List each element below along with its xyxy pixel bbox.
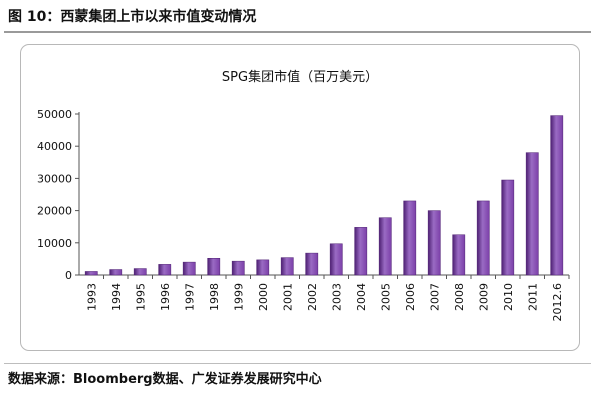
- x-tick-label: 2001: [281, 283, 294, 311]
- x-tick-label: 2012.6: [551, 283, 564, 322]
- x-tick-label: 1993: [85, 283, 98, 311]
- bar-1995: [133, 268, 147, 276]
- x-tick-label: 2002: [306, 283, 319, 311]
- bar-2003: [329, 243, 343, 276]
- bar-2011: [525, 152, 539, 276]
- x-tick-label: 1998: [208, 283, 221, 311]
- y-tick-label: 10000: [37, 237, 72, 250]
- bar-chart: SPG集团市值（百万美元） 0 10000 20000 30000 40000 50000 1…: [37, 69, 570, 322]
- figure-header: 图 10：西蒙集团上市以来市值变动情况: [4, 3, 589, 33]
- source-note: 数据来源：Bloomberg数据、广发证券发展研究中心: [8, 372, 322, 387]
- x-tick-label: 2005: [379, 283, 392, 311]
- chart-frame: SPG集团市值（百万美元） 0 10000 20000 30000 40000 50000 1…: [20, 44, 580, 351]
- bar-1998: [207, 258, 221, 276]
- bar-1997: [182, 261, 196, 276]
- y-tick-label: 50000: [37, 108, 72, 121]
- bar-2002: [305, 252, 319, 276]
- bar-2009: [476, 200, 490, 276]
- bar-1999: [231, 260, 245, 276]
- x-tick-label: 2010: [502, 283, 515, 311]
- y-tick-label: 0: [65, 269, 72, 282]
- bar-2005: [378, 217, 392, 276]
- x-tick-label: 1994: [110, 283, 123, 311]
- x-tick-label: 2003: [330, 283, 343, 311]
- y-tick-label: 20000: [37, 205, 72, 218]
- chart-title: SPG集团市值（百万美元）: [222, 69, 378, 85]
- y-tick-label: 30000: [37, 172, 72, 185]
- bar-2012.6: [550, 115, 564, 276]
- bar-2007: [427, 210, 441, 276]
- y-tick-label: 40000: [37, 140, 72, 153]
- bar-2001: [280, 257, 294, 276]
- bar-1996: [158, 264, 172, 276]
- header-divider: [4, 31, 591, 33]
- x-tick-label: 1999: [232, 283, 245, 311]
- bar-2000: [256, 259, 270, 276]
- figure-title: 图 10：西蒙集团上市以来市值变动情况: [8, 9, 257, 25]
- footer-divider: [4, 363, 591, 364]
- bar-1993: [84, 271, 98, 276]
- x-tick-label: 1997: [183, 283, 196, 311]
- bar-2008: [452, 234, 466, 276]
- x-tick-label: 2011: [526, 283, 539, 311]
- x-tick-label: 2008: [453, 283, 466, 311]
- x-tick-label: 2000: [257, 283, 270, 311]
- bar-2010: [501, 179, 515, 276]
- bar-1994: [109, 269, 123, 276]
- x-tick-label: 1996: [159, 283, 172, 311]
- x-tick-label: 2004: [355, 283, 368, 311]
- x-tick-label: 2007: [428, 283, 441, 311]
- bar-2004: [354, 227, 368, 276]
- x-tick-label: 2006: [404, 283, 417, 311]
- x-tick-label: 2009: [477, 283, 490, 311]
- x-tick-label: 1995: [134, 283, 147, 311]
- bar-2006: [403, 200, 417, 276]
